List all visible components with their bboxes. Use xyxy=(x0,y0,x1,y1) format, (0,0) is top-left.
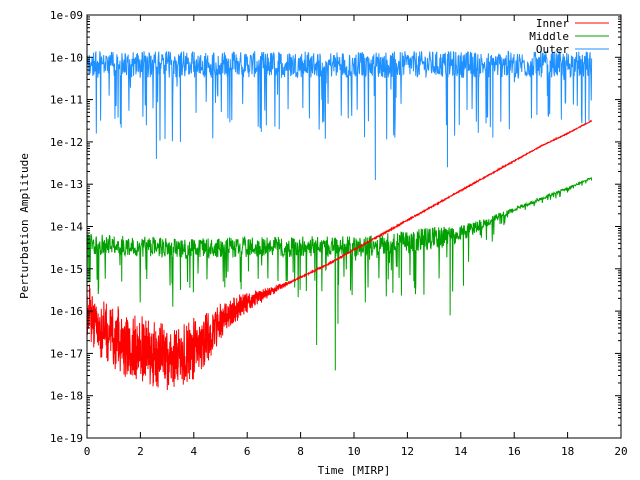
ticks-layer: 0 2 4 6 8 10 12 14 16 18 20 1e-19 1e-18 1e-17 1e-16 1e-… xyxy=(50,9,628,458)
y-tick-label: 1e-15 xyxy=(50,263,83,276)
x-tick-label: 0 xyxy=(84,445,91,458)
x-tick-label: 2 xyxy=(137,445,144,458)
x-tick-label: 18 xyxy=(561,445,574,458)
x-tick-label: 16 xyxy=(508,445,521,458)
y-tick-label: 1e-11 xyxy=(50,94,83,107)
legend-label-inner: Inner xyxy=(536,17,569,30)
series-line-outer xyxy=(86,50,593,180)
y-tick-label: 1e-17 xyxy=(50,347,83,360)
y-tick-label: 1e-10 xyxy=(50,51,83,64)
y-tick-label: 1e-14 xyxy=(50,221,83,234)
x-tick-label: 10 xyxy=(347,445,360,458)
y-tick-label: 1e-13 xyxy=(50,178,83,191)
x-tick-label: 12 xyxy=(401,445,414,458)
y-tick-label: 1e-16 xyxy=(50,305,83,318)
y-tick-label: 1e-18 xyxy=(50,390,83,403)
x-axis-label: Time [MIRP] xyxy=(318,464,391,477)
legend-label-outer: Outer xyxy=(536,43,569,56)
legend-label-middle: Middle xyxy=(529,30,569,43)
x-tick-label: 4 xyxy=(190,445,197,458)
y-tick-label: 1e-19 xyxy=(50,432,83,445)
x-tick-label: 14 xyxy=(454,445,468,458)
y-axis-label: Perturbation Amplitude xyxy=(18,153,31,299)
y-tick-label: 1e-12 xyxy=(50,136,83,149)
series-line-inner xyxy=(86,119,593,391)
series-layer xyxy=(86,50,593,391)
x-tick-label: 8 xyxy=(297,445,304,458)
y-tick-label: 1e-09 xyxy=(50,9,83,22)
x-tick-label: 6 xyxy=(244,445,251,458)
x-tick-label: 20 xyxy=(614,445,627,458)
series-line-middle xyxy=(86,176,593,371)
